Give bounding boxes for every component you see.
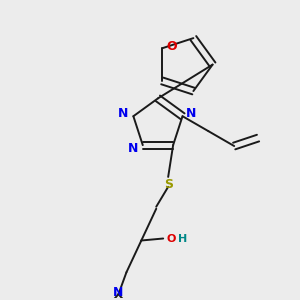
Text: N: N bbox=[186, 107, 197, 120]
Text: N: N bbox=[113, 286, 124, 299]
Text: O: O bbox=[167, 233, 176, 244]
Text: O: O bbox=[166, 40, 176, 53]
Text: S: S bbox=[164, 178, 173, 191]
Text: H: H bbox=[178, 233, 188, 244]
Text: N: N bbox=[118, 107, 129, 120]
Text: N: N bbox=[128, 142, 138, 154]
